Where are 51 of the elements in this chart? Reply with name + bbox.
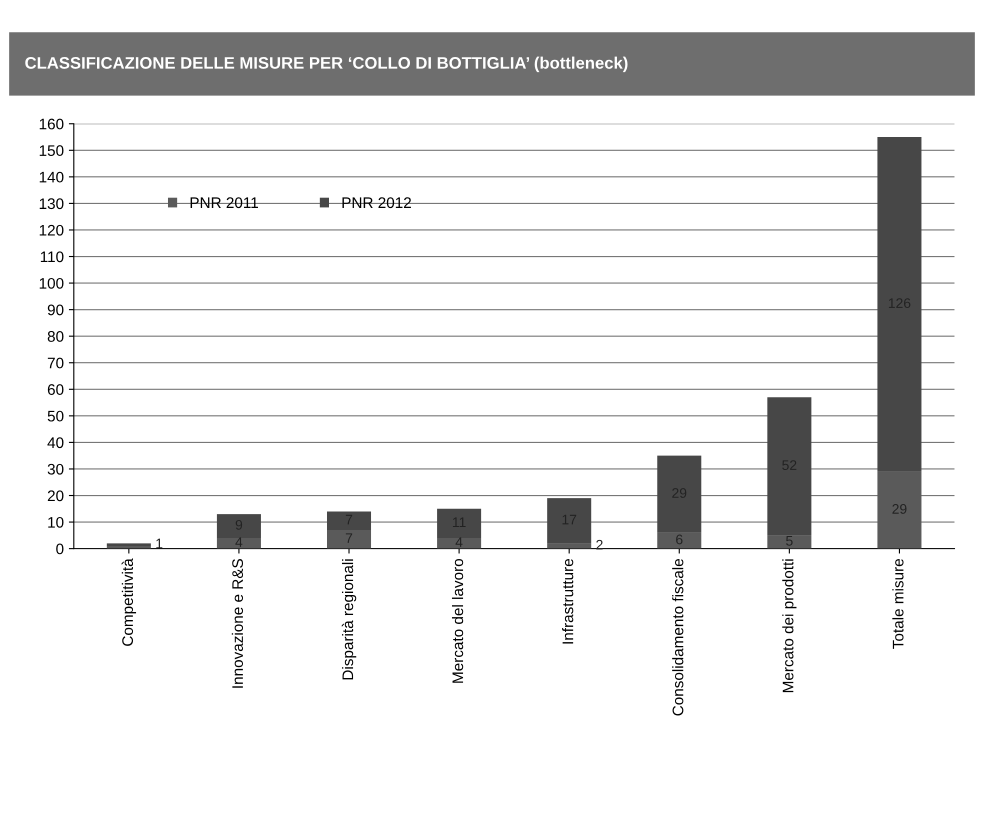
bar xyxy=(106,546,151,549)
y-tick-label: 60 xyxy=(48,384,64,395)
y-tick-label: 0 xyxy=(56,543,64,554)
y-tick-label: 150 xyxy=(40,145,64,156)
y-tick-label: 140 xyxy=(40,172,64,183)
bar xyxy=(767,397,812,536)
x-tick-label: Totale misure xyxy=(892,559,904,649)
data-label: 7 xyxy=(346,533,352,543)
bar xyxy=(437,538,482,549)
x-tick-label: Disparità regionali xyxy=(342,559,356,680)
x-tick-label: Mercato dei prodotti xyxy=(782,559,796,692)
y-tick-label: 160 xyxy=(40,118,64,130)
bar xyxy=(106,543,151,546)
bar xyxy=(326,530,372,549)
bar xyxy=(547,498,592,544)
bar xyxy=(437,508,482,538)
data-label: 29 xyxy=(892,504,907,514)
bar xyxy=(657,532,702,549)
bar xyxy=(657,456,702,533)
bar xyxy=(216,538,261,549)
y-tick-label: 10 xyxy=(48,516,64,528)
x-tick-label: Infrastrutture xyxy=(562,559,574,644)
y-tick-label: 110 xyxy=(40,251,64,262)
legend-label: PNR 2012 xyxy=(342,197,411,208)
legend-label: PNR 2011 xyxy=(190,197,258,208)
y-tick-label: 80 xyxy=(48,331,64,342)
y-tick-label: 20 xyxy=(48,490,64,502)
data-label: 6 xyxy=(676,534,683,544)
data-label: 2 xyxy=(596,540,603,550)
chart-title: CLASSIFICAZIONE DELLE MISURE PER ‘COLLO DI BOTTIGLIA’ (bottleneck) xyxy=(25,56,628,72)
bar xyxy=(326,511,372,530)
bar xyxy=(877,472,922,549)
y-tick-label: 120 xyxy=(40,224,64,236)
x-tick-label: Competitività xyxy=(122,558,136,646)
y-tick-label: 90 xyxy=(48,304,64,316)
y-tick-label: 30 xyxy=(48,464,64,475)
data-label: 4 xyxy=(235,537,242,547)
bar xyxy=(216,514,261,538)
y-tick-label: 130 xyxy=(40,198,64,210)
y-tick-label: 40 xyxy=(47,437,64,448)
y-tick-label: 50 xyxy=(48,410,64,422)
x-tick-label: Innovazione e R&S xyxy=(232,559,244,688)
x-tick-label: Mercato del lavoro xyxy=(452,558,464,683)
x-tick-label: Consolidamento fiscale xyxy=(672,559,684,716)
data-label: 5 xyxy=(786,536,793,546)
bar xyxy=(547,543,592,549)
y-tick-label: 70 xyxy=(48,358,64,368)
bar xyxy=(767,535,812,549)
y-tick-label: 100 xyxy=(40,278,64,289)
data-label: 4 xyxy=(456,537,463,547)
bar xyxy=(877,137,922,472)
